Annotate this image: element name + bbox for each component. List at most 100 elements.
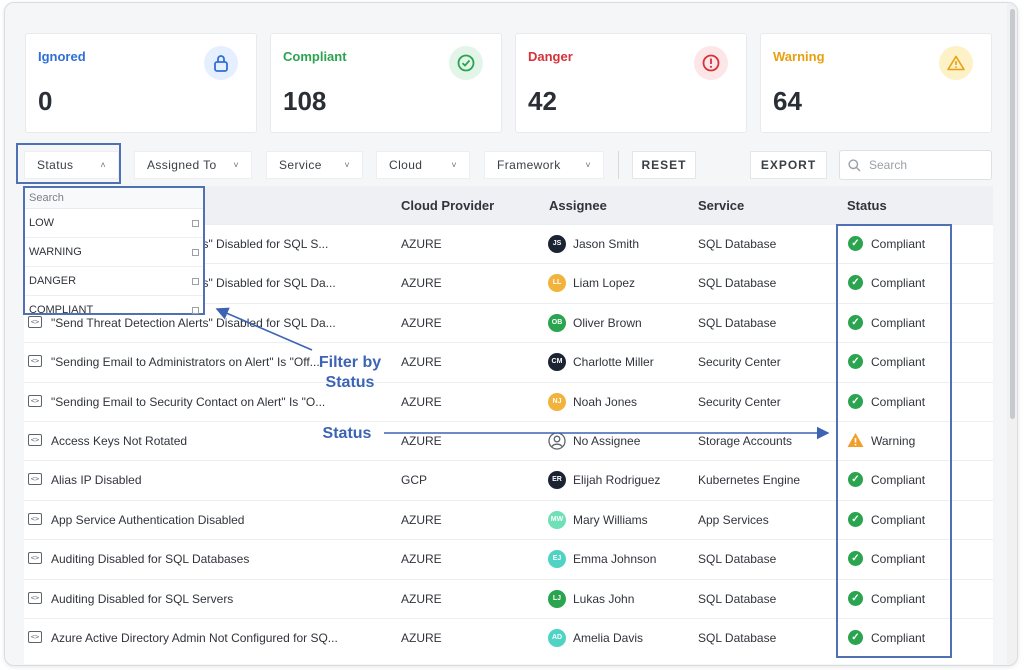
rule-name[interactable]: "Sending Email to Administrators on Aler… — [51, 355, 320, 370]
option-label: DANGER — [29, 275, 77, 287]
status-label: Compliant — [871, 315, 926, 330]
checkbox[interactable] — [192, 278, 199, 285]
compliant-card[interactable]: Compliant 108 — [270, 33, 502, 133]
filter-label: Framework — [497, 158, 561, 172]
code-icon: <> — [28, 434, 42, 446]
table-row[interactable]: <> App Service Authentication Disabled AZU… — [24, 499, 993, 540]
avatar: EJ — [548, 550, 566, 569]
cloud-provider: AZURE — [401, 512, 442, 527]
code-icon: <> — [28, 355, 42, 368]
checkbox[interactable] — [192, 249, 199, 256]
table-row[interactable]: <> Auditing Disabled for SQL Servers AZURE… — [24, 578, 993, 619]
scrollbar-thumb[interactable] — [1010, 9, 1015, 419]
framework-filter[interactable]: Framework ˅ — [484, 151, 604, 179]
avatar: LL — [548, 274, 566, 293]
table-row[interactable]: <> "Sending Email to Administrators on Al… — [24, 342, 993, 382]
status-label: Compliant — [871, 237, 926, 251]
checkbox[interactable] — [192, 307, 199, 314]
cloud-provider: AZURE — [401, 355, 442, 370]
col-cloud-provider[interactable]: Cloud Provider — [401, 198, 495, 213]
check-icon: ✓ — [848, 236, 863, 251]
col-assignee[interactable]: Assignee — [549, 198, 607, 213]
avatar: CM — [548, 353, 566, 372]
filter-arrow — [215, 307, 313, 351]
table-row[interactable]: <> Auditing Disabled for SQL Databases AZU… — [24, 539, 993, 579]
service-name: Security Center — [698, 394, 781, 409]
status-label: Compliant — [871, 394, 926, 409]
col-status[interactable]: Status — [847, 198, 887, 213]
table-row[interactable]: <> Azure Active Directory Admin Not Confi… — [24, 618, 993, 658]
rule-name[interactable]: Auditing Disabled for SQL Servers — [51, 591, 234, 606]
cloud-provider: AZURE — [401, 631, 442, 645]
col-service[interactable]: Service — [698, 198, 745, 213]
service-filter[interactable]: Service ˅ — [266, 151, 363, 179]
status-option-low[interactable]: LOW — [25, 209, 203, 238]
table-row[interactable]: <> Access Keys Not Rotated AZURE No Assigne… — [24, 421, 993, 461]
service-name: SQL Database — [698, 591, 777, 606]
annotation-line: Filter by — [318, 354, 382, 371]
check-icon: ✓ — [848, 630, 863, 645]
rule-name[interactable]: Access Keys Not Rotated — [51, 434, 188, 448]
rule-name[interactable]: Azure Active Directory Admin Not Configu… — [51, 631, 338, 645]
rule-name[interactable]: Alias IP Disabled — [51, 473, 142, 488]
assignee-name: Jason Smith — [573, 237, 640, 251]
status-filter[interactable]: Status ˄ — [24, 151, 119, 179]
chevron-up-icon: ˄ — [100, 160, 106, 170]
chevron-down-icon: ˅ — [585, 160, 591, 170]
check-icon: ✓ — [848, 354, 863, 370]
status-label: Compliant — [871, 473, 926, 488]
chevron-down-icon: ˅ — [451, 160, 457, 170]
export-button[interactable]: EXPORT — [750, 151, 827, 179]
code-icon: <> — [28, 591, 42, 604]
assignee-name: Oliver Brown — [573, 315, 642, 330]
status-option-danger[interactable]: DANGER — [25, 267, 203, 296]
status-label: Compliant — [871, 276, 926, 291]
cloud-provider: GCP — [401, 473, 428, 488]
table-row[interactable]: <> "Sending Email to Security Contact on … — [24, 381, 993, 422]
rule-name[interactable]: Auditing Disabled for SQL Databases — [51, 552, 250, 567]
table-row[interactable]: <> Alias IP Disabled GCP ER Elijah Rodriguez… — [24, 460, 993, 500]
warning-icon — [847, 433, 864, 447]
search-input[interactable]: Search — [839, 150, 992, 180]
check-icon: ✓ — [848, 275, 863, 291]
filter-label: Cloud — [389, 158, 423, 172]
assigned-to-filter[interactable]: Assigned To ˅ — [134, 151, 252, 179]
code-icon: <> — [28, 512, 42, 525]
status-option-warning[interactable]: WARNING — [25, 238, 203, 267]
code-icon: <> — [28, 473, 42, 486]
cloud-provider: AZURE — [401, 276, 442, 291]
status-option-compliant[interactable]: COMPLIANT — [25, 296, 203, 324]
assignee-name: Mary Williams — [573, 512, 648, 527]
dropdown-search-input[interactable]: Search — [25, 188, 203, 209]
assignee-name: No Assignee — [573, 434, 641, 448]
lock-icon — [204, 46, 238, 80]
warning-card[interactable]: Warning 64 — [760, 33, 992, 133]
assignee-name: Charlotte Miller — [573, 355, 654, 370]
checkbox[interactable] — [192, 220, 199, 227]
danger-card[interactable]: Danger 42 — [515, 33, 747, 133]
service-name: SQL Database — [698, 237, 777, 251]
filter-label: Assigned To — [147, 158, 217, 172]
cloud-filter[interactable]: Cloud ˅ — [376, 151, 470, 179]
filter-label: Status — [37, 158, 74, 172]
check-icon: ✓ — [848, 314, 863, 330]
ignored-card[interactable]: Ignored 0 — [25, 33, 257, 133]
card-label: Warning — [773, 49, 825, 64]
table-row[interactable]: <> "Send Threat Detection Alerts" Disable… — [24, 302, 993, 343]
assignee-name: Lukas John — [573, 591, 635, 606]
status-column-highlight — [836, 224, 952, 658]
rule-name[interactable]: App Service Authentication Disabled — [51, 512, 245, 527]
scrollbar-track[interactable] — [1007, 3, 1017, 665]
card-value: 0 — [38, 86, 53, 116]
card-label: Danger — [528, 49, 573, 64]
check-icon: ✓ — [848, 472, 863, 488]
annotation-line: Status — [325, 374, 375, 391]
status-annotation: Status — [322, 425, 372, 442]
avatar: OB — [548, 313, 566, 332]
reset-button[interactable]: RESET — [632, 151, 696, 179]
rule-name[interactable]: "Sending Email to Security Contact on Al… — [51, 394, 326, 409]
search-placeholder: Search — [869, 158, 908, 172]
code-icon: <> — [28, 394, 42, 407]
assignee-name: Noah Jones — [573, 394, 638, 409]
rule-name[interactable]: "Send Threat Detection Alerts" Disabled … — [51, 315, 336, 330]
